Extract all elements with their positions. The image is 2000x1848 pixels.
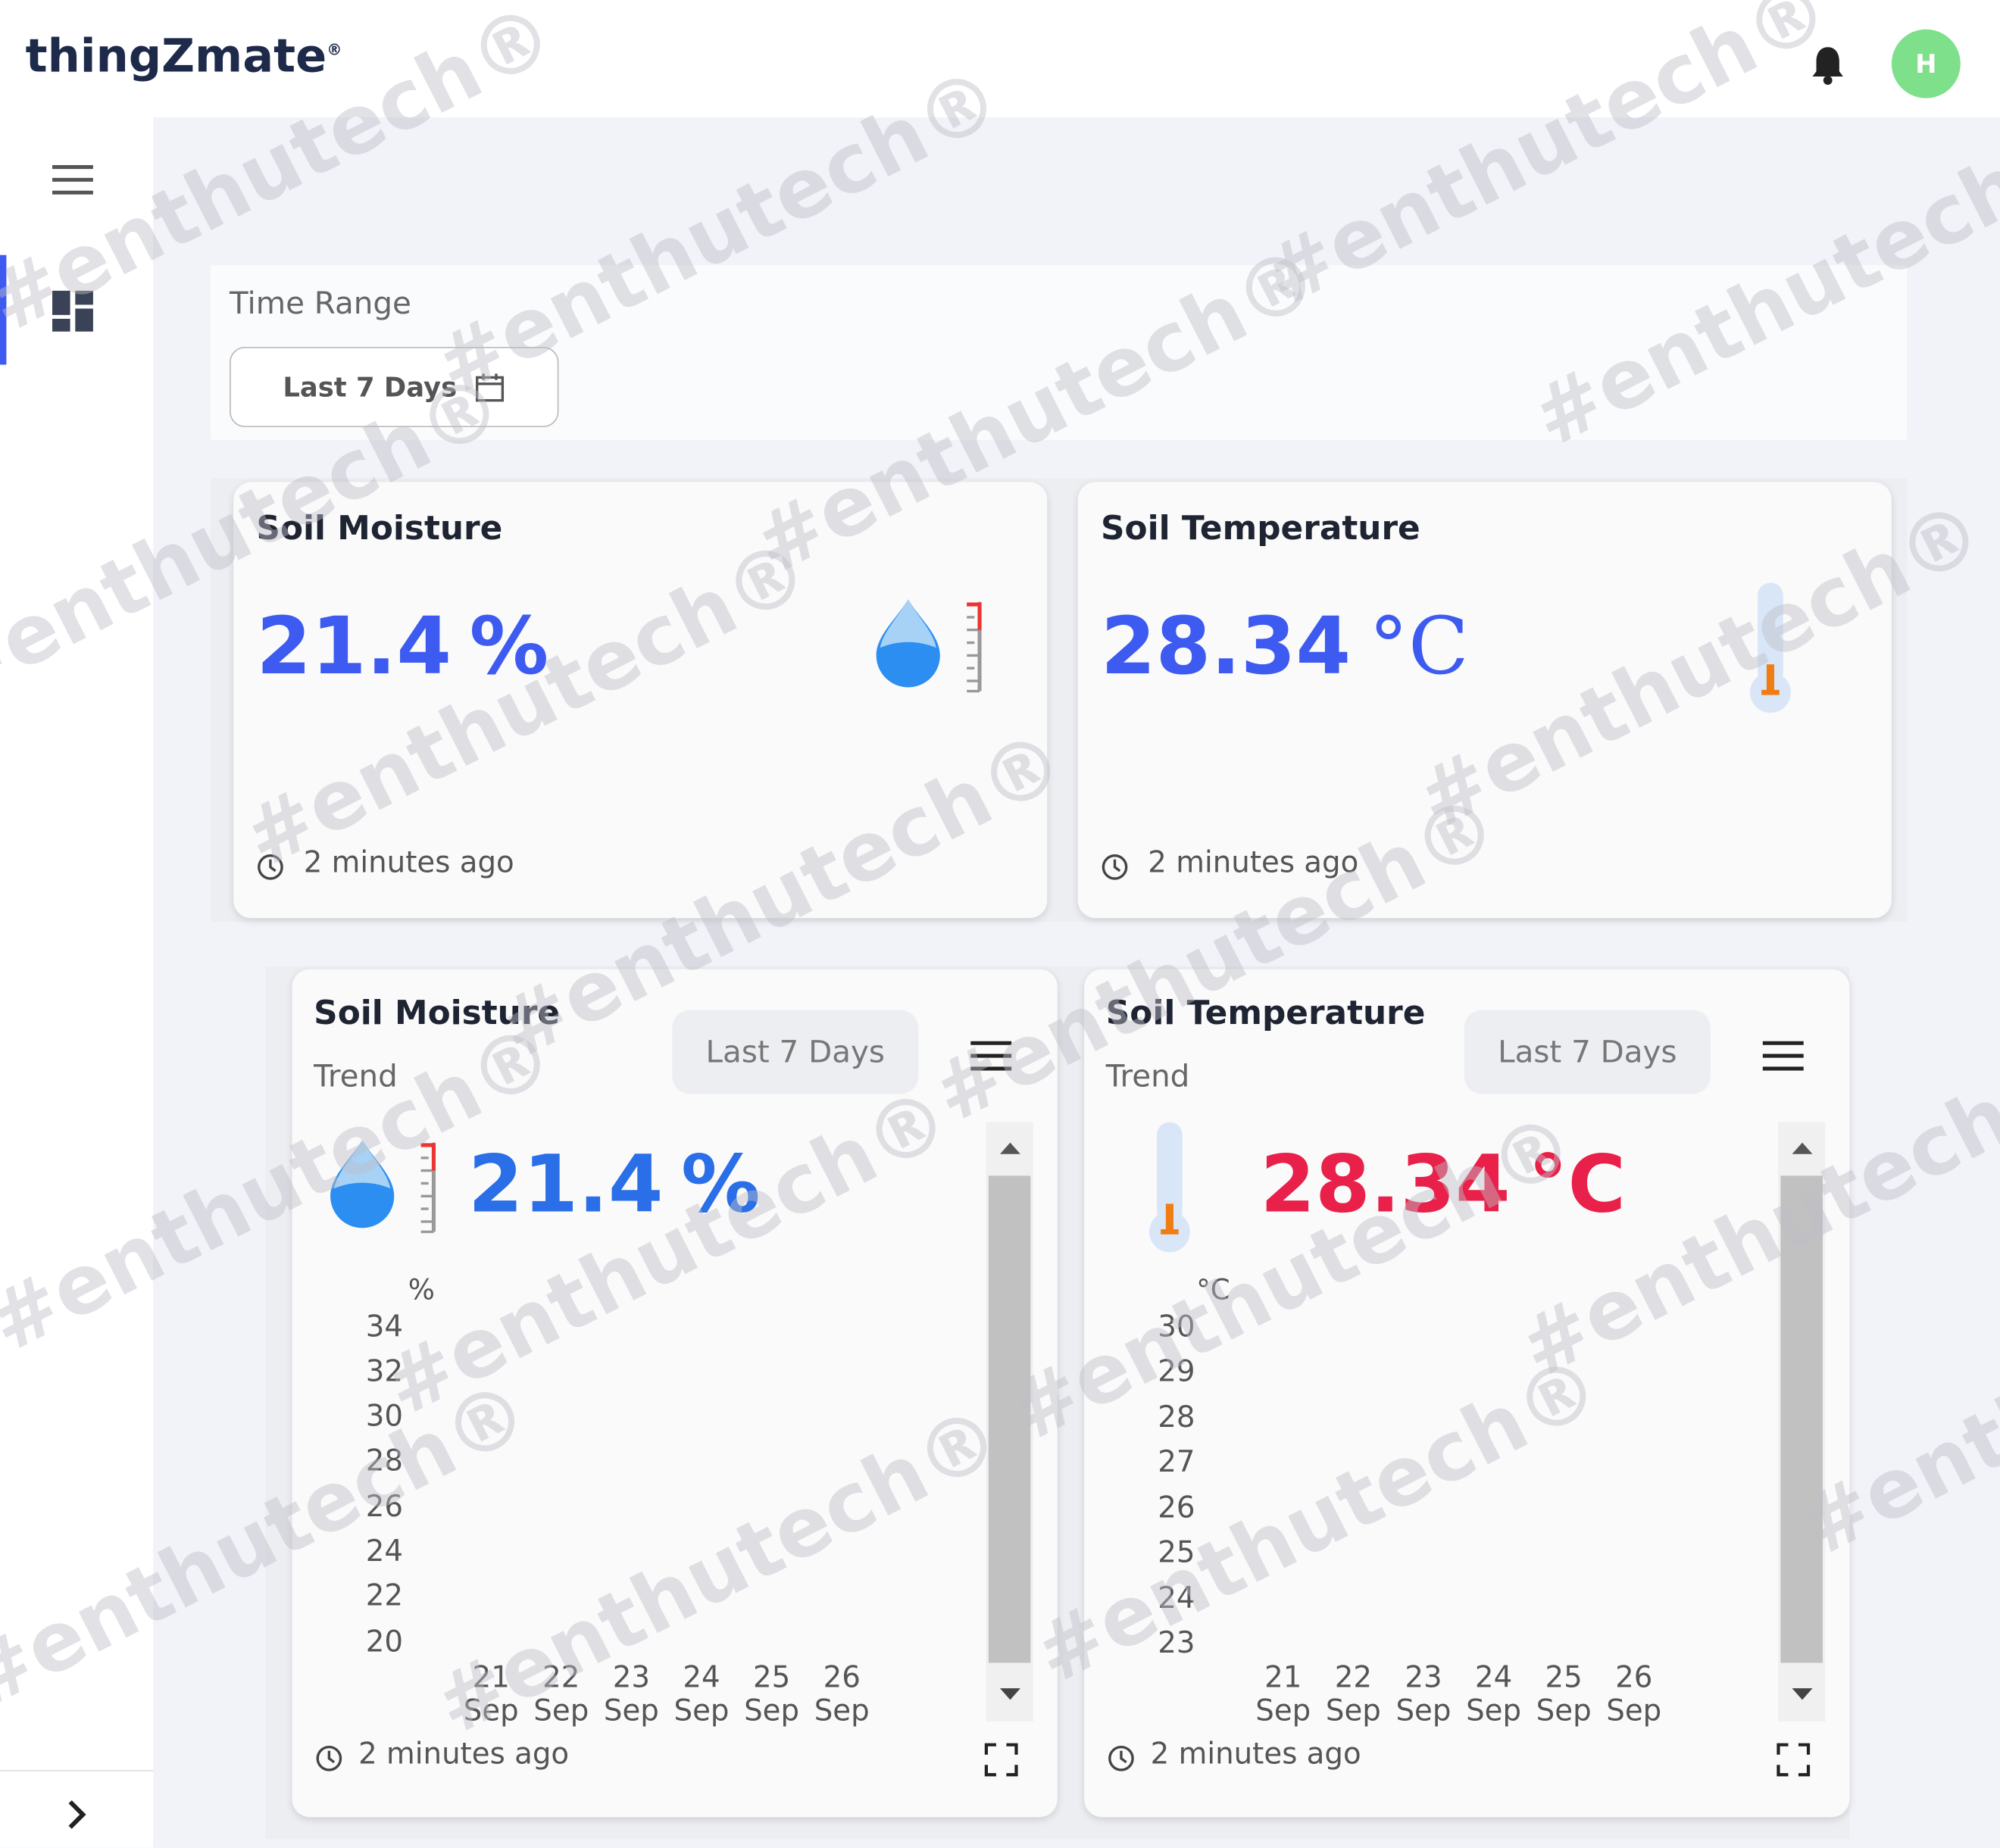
trend-title: Soil Temperature	[1105, 994, 1426, 1033]
divider	[0, 1769, 154, 1772]
value-number: 28.34	[1260, 1137, 1511, 1231]
y-tick-label: 29	[1158, 1356, 1195, 1389]
y-tick-label: 23	[1158, 1627, 1195, 1661]
x-tick-label: 26 Sep	[814, 1661, 870, 1728]
x-tick-label: 24 Sep	[673, 1661, 730, 1728]
value-unit: °C	[1528, 1137, 1627, 1231]
trend-value: 28.34 °C	[1260, 1138, 1626, 1231]
y-tick-label: 32	[365, 1355, 404, 1389]
scroll-up[interactable]	[1789, 1139, 1817, 1157]
trend-icon	[330, 1140, 436, 1234]
range-pill[interactable]: Last 7 Days	[672, 1010, 919, 1094]
clock-icon	[1108, 1745, 1134, 1772]
y-tick-label: 22	[365, 1580, 404, 1614]
header	[0, 0, 2000, 117]
clock-icon	[316, 1745, 342, 1772]
x-tick-label: 23 Sep	[1395, 1661, 1452, 1728]
logo-text: thingZmate	[25, 30, 327, 83]
scroll-thumb	[988, 1175, 1031, 1663]
logo-mark: ®	[327, 40, 342, 59]
trend-icon	[1148, 1122, 1190, 1253]
fullscreen-icon[interactable]	[984, 1743, 1018, 1777]
expand-icon[interactable]	[64, 1798, 89, 1831]
y-tick-label: 27	[1158, 1446, 1195, 1480]
x-tick-label: 21 Sep	[463, 1661, 519, 1728]
menu-icon[interactable]	[51, 164, 94, 197]
value-unit: %	[681, 1137, 761, 1231]
scroll-thumb	[1780, 1175, 1823, 1663]
fullscreen-icon[interactable]	[1777, 1743, 1811, 1777]
value-unit: %	[469, 599, 549, 693]
card-title: Soil Moisture	[256, 510, 503, 548]
x-tick-label: 24 Sep	[1466, 1661, 1522, 1728]
scroll-up[interactable]	[996, 1139, 1024, 1157]
y-axis-label: %	[408, 1275, 435, 1307]
updated-time: 2 minutes ago	[1148, 846, 1359, 880]
card-value: 28.34 °C	[1101, 599, 1469, 692]
range-pill[interactable]: Last 7 Days	[1464, 1010, 1711, 1094]
trend-subtitle: Trend	[1105, 1058, 1190, 1094]
y-tick-label: 28	[1158, 1400, 1195, 1434]
clock-icon	[258, 854, 283, 880]
bell-icon[interactable]	[1808, 43, 1847, 86]
y-tick-label: 30	[365, 1400, 404, 1434]
y-tick-label: 24	[365, 1535, 404, 1569]
updated-time: 2 minutes ago	[1150, 1737, 1361, 1772]
x-tick-label: 21 Sep	[1255, 1661, 1311, 1728]
y-tick-label: 34	[365, 1310, 404, 1344]
card-value: 21.4%	[256, 599, 548, 692]
trend-card	[292, 969, 1058, 1818]
updated-time: 2 minutes ago	[303, 846, 514, 880]
trend-subtitle: Trend	[314, 1058, 398, 1094]
value-card	[233, 482, 1048, 919]
scroll-down[interactable]	[996, 1686, 1024, 1704]
y-tick-label: 24	[1158, 1582, 1195, 1615]
y-tick-label: 20	[365, 1625, 404, 1659]
x-tick-label: 26 Sep	[1606, 1661, 1662, 1728]
sensor-icon	[876, 599, 982, 693]
y-tick-label: 30	[1158, 1310, 1195, 1344]
time-range-value: Last 7 Days	[283, 371, 458, 403]
menu-icon[interactable]	[1761, 1039, 1805, 1072]
time-range-label: Time Range	[230, 286, 411, 322]
avatar[interactable]: H	[1891, 29, 1961, 98]
y-tick-label: 28	[365, 1445, 404, 1479]
x-tick-label: 22 Sep	[1325, 1661, 1381, 1728]
clock-icon	[1102, 854, 1128, 880]
value-number: 21.4	[467, 1137, 664, 1231]
y-tick-label: 25	[1158, 1537, 1195, 1571]
scroll-down[interactable]	[1789, 1686, 1817, 1704]
time-range-button[interactable]: Last 7 Days	[230, 346, 559, 428]
logo[interactable]: thingZmate®	[26, 30, 342, 83]
value-unit: °C	[1368, 599, 1469, 693]
updated-time: 2 minutes ago	[358, 1737, 570, 1772]
dashboard-icon[interactable]	[51, 289, 94, 332]
x-tick-label: 22 Sep	[533, 1661, 589, 1728]
x-tick-label: 25 Sep	[744, 1661, 800, 1728]
menu-icon[interactable]	[970, 1039, 1013, 1072]
x-tick-label: 25 Sep	[1536, 1661, 1592, 1728]
y-tick-label: 26	[1158, 1491, 1195, 1525]
value-number: 28.34	[1101, 599, 1352, 693]
sensor-icon	[1749, 582, 1791, 713]
sidebar	[0, 117, 154, 1848]
value-number: 21.4	[256, 599, 452, 693]
y-axis-label: °C	[1196, 1275, 1230, 1307]
x-tick-label: 23 Sep	[603, 1661, 659, 1728]
calendar-icon	[476, 373, 505, 401]
active-indicator	[0, 254, 7, 365]
trend-value: 21.4%	[468, 1138, 761, 1231]
trend-title: Soil Moisture	[314, 994, 561, 1033]
trend-card	[1084, 969, 1850, 1818]
y-tick-label: 26	[365, 1490, 404, 1524]
card-title: Soil Temperature	[1101, 510, 1420, 548]
